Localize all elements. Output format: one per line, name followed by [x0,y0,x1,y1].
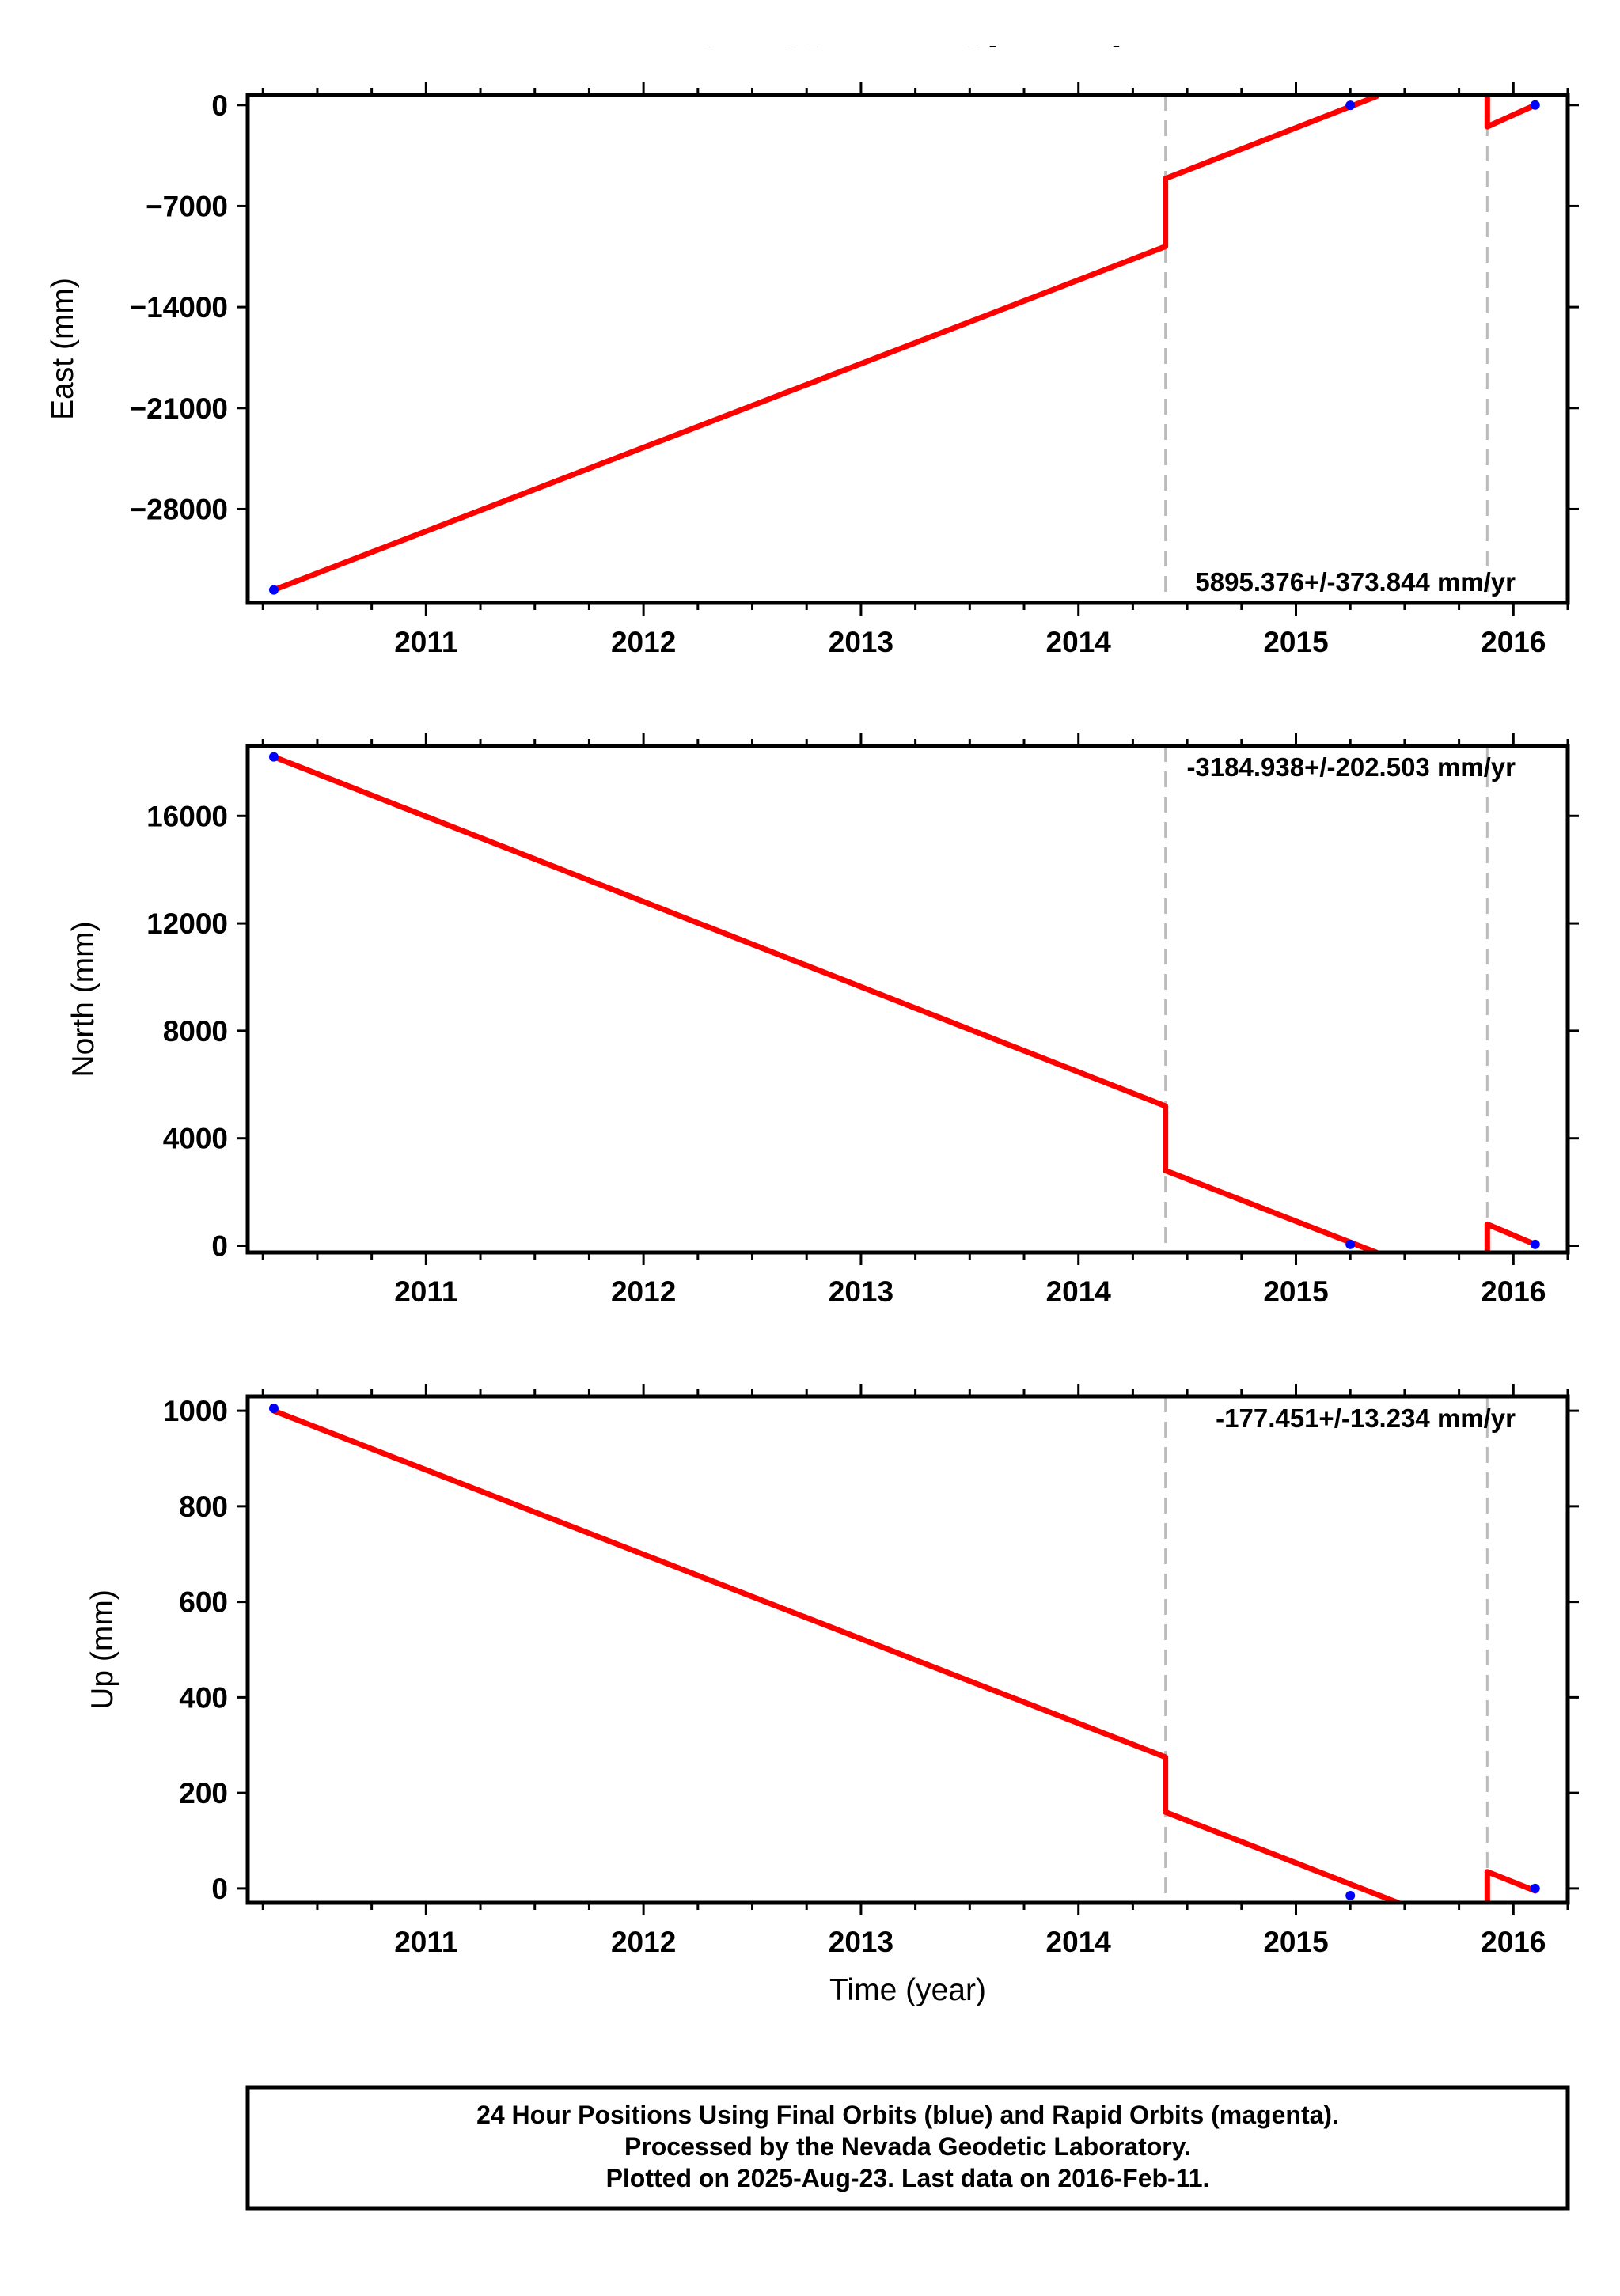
x-tick-label: 2016 [1481,1275,1546,1308]
x-tick-label: 2011 [394,1275,457,1308]
x-tick-label: 2012 [611,626,676,658]
x-tick-label: 2011 [394,626,457,658]
x-tick-label: 2014 [1046,1275,1112,1308]
y-tick-label: 12000 [146,907,228,940]
y-tick-label: 0 [211,1230,228,1263]
north-panel: 2011 2012 2013 2014 2015 2016 0 4000 8000 12000 16… [66,699,1579,1308]
clip-mask-top [245,47,1571,93]
x-tick-label: 2014 [1046,1926,1112,1958]
x-tick-label: 2016 [1481,626,1546,658]
x-tick-label: 2011 [394,1926,457,1958]
y-tick-label: 800 [179,1491,228,1523]
data-point [1345,1890,1356,1900]
plot-frame [245,744,1570,1255]
y-axis-label: North (mm) [66,921,101,1077]
rate-annotation: 5895.376+/-373.844 mm/yr [1195,567,1516,597]
model-segment [1163,1167,1379,1256]
model-segment [1484,1869,1538,1894]
footer-line-2: Processed by the Nevada Geodetic Laborat… [624,2132,1191,2161]
y-axis-label: East (mm) [46,278,80,420]
footer-line-1: 24 Hour Positions Using Final Orbits (bl… [476,2101,1339,2129]
data-point [1345,100,1356,111]
x-tick-label: 2015 [1263,1926,1328,1958]
y-tick-label: 400 [179,1681,228,1714]
plot-frame [245,93,1570,605]
clip-mask-bottom [245,1904,1571,1913]
footer-box: 24 Hour Positions Using Final Orbits (bl… [245,2085,1570,2211]
clip-mask-bottom [245,604,1571,613]
y-axis-label: Up (mm) [85,1589,120,1710]
y-tick-label: 600 [179,1586,228,1619]
data-point [268,585,279,595]
x-tick-label: 2012 [611,1926,676,1958]
y-tick-label: 8000 [163,1015,228,1048]
y-tick-label: −7000 [146,190,228,222]
up-panel: 2011 2012 2013 2014 2015 2016 0 200 400 600 800 100… [85,1349,1579,2007]
rate-annotation: -3184.938+/-202.503 mm/yr [1186,752,1516,782]
x-tick-label: 2015 [1263,1275,1328,1308]
x-tick-label: 2013 [829,1926,893,1958]
data-point [1530,100,1540,110]
x-axis-label: Time (year) [829,1973,986,2007]
footer-line-3: Plotted on 2025-Aug-23. Last data on 201… [606,2164,1210,2192]
model-segment [271,1408,1169,1760]
clip-mask-bottom [245,1254,1571,1263]
y-tick-label: 1000 [163,1395,228,1427]
x-tick-label: 2012 [611,1275,676,1308]
x-tick-label: 2016 [1481,1926,1546,1958]
model-segment [1163,1809,1402,1906]
y-tick-label: −28000 [130,493,229,525]
east-panel: 2011 2012 2013 2014 2015 2016 0 −7000 −14000 −210… [46,47,1579,658]
x-tick-label: 2014 [1046,626,1112,658]
model-segment [271,244,1169,593]
data-point [268,1404,279,1414]
model-segment [271,754,1169,1109]
model-segment [1484,102,1538,130]
rate-annotation: -177.451+/-13.234 mm/yr [1216,1404,1516,1433]
data-point [1530,1239,1540,1249]
y-tick-label: 0 [211,89,228,122]
y-tick-label: 4000 [163,1123,228,1155]
y-tick-label: −14000 [130,291,229,324]
y-tick-label: 200 [179,1777,228,1809]
clip-mask-top [245,699,1571,744]
x-tick-label: 2013 [829,1275,893,1308]
data-point [1530,1883,1540,1893]
x-tick-label: 2013 [829,626,893,658]
y-tick-label: 16000 [146,800,228,832]
x-tick-label: 2015 [1263,626,1328,658]
footer-frame [245,2085,1570,2211]
y-tick-label: −21000 [130,392,229,425]
model-segment [1163,93,1379,182]
clip-mask-top [245,1349,1571,1395]
data-point [1345,1239,1356,1249]
y-tick-label: 0 [211,1873,228,1905]
model-segment [1484,1221,1538,1248]
data-point [268,752,279,762]
plot-frame [245,1394,1570,1905]
